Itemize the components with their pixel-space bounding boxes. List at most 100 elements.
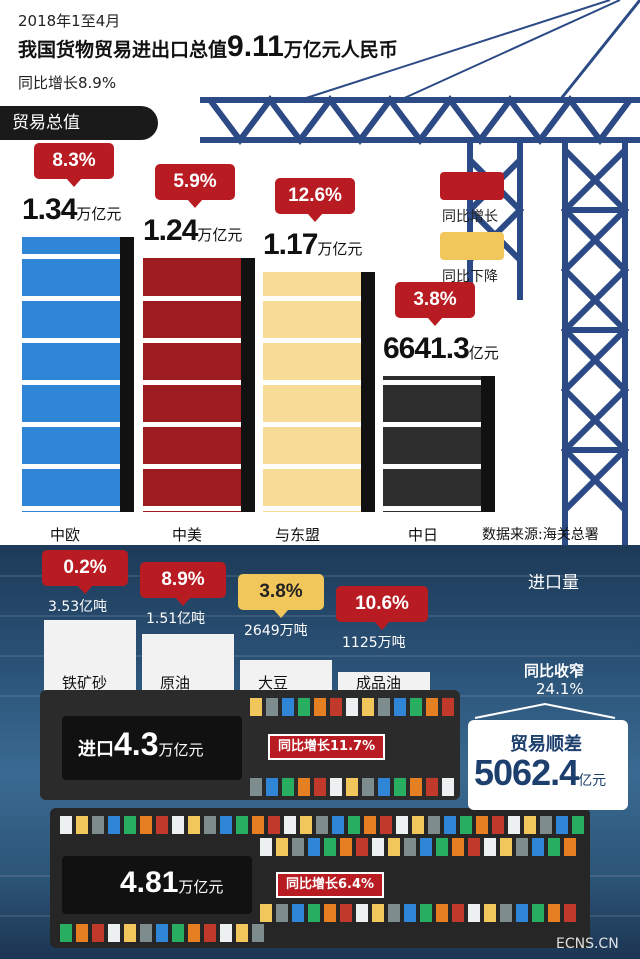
- container-block: [260, 838, 272, 856]
- import-pile: [142, 634, 234, 694]
- bar-rib: [263, 421, 361, 427]
- container-block: [332, 816, 344, 834]
- container-block: [346, 698, 358, 716]
- container-block: [236, 816, 248, 834]
- bar-value-label: 6641.3亿元: [383, 332, 499, 366]
- container-block: [60, 816, 72, 834]
- import-volume-value: 3.53亿吨: [48, 599, 108, 615]
- bar-rib: [263, 295, 361, 301]
- import-category-label: 铁矿砂: [62, 674, 108, 692]
- container-block: [316, 816, 328, 834]
- container-block: [412, 816, 424, 834]
- bar-value-number: 6641.3: [383, 331, 470, 365]
- container-block: [252, 816, 264, 834]
- import-category-label: 大豆: [258, 674, 289, 692]
- category-label: 中日: [408, 526, 439, 544]
- bar-value-unit: 万亿元: [197, 225, 243, 244]
- export-unit: 万亿元: [178, 878, 224, 896]
- watermark: ECNS.CN: [556, 936, 619, 952]
- legend-decrease-swatch: [440, 232, 504, 260]
- bar-shadow: [241, 257, 255, 512]
- bar-rib: [22, 296, 120, 301]
- export-value: 4.81万亿元: [120, 866, 223, 900]
- container-block: [556, 816, 568, 834]
- container-block: [330, 698, 342, 716]
- bar-shadow: [361, 271, 375, 512]
- container-block: [396, 816, 408, 834]
- container-block: [340, 838, 352, 856]
- legend-decrease-label: 同比下降: [442, 269, 498, 285]
- container-block: [452, 904, 464, 922]
- category-label: 中欧: [50, 526, 81, 544]
- container-block: [172, 924, 184, 942]
- container-block: [532, 904, 544, 922]
- import-pile: [44, 620, 136, 694]
- bar-value-label: 1.24万亿元: [143, 214, 242, 248]
- container-block: [468, 904, 480, 922]
- import-change-badge: 3.8%: [238, 574, 324, 618]
- import-value: 进口4.3万亿元: [78, 726, 204, 763]
- container-block: [260, 904, 272, 922]
- container-block: [410, 698, 422, 716]
- container-block: [426, 698, 438, 716]
- bar: [383, 375, 495, 512]
- container-block: [60, 924, 72, 942]
- container-block: [372, 904, 384, 922]
- container-block: [460, 816, 472, 834]
- bar-value-unit: 亿元: [468, 343, 499, 362]
- bar-rib: [263, 463, 361, 469]
- container-block: [548, 838, 560, 856]
- bar-value-number: 1.24: [143, 213, 198, 247]
- container-block: [108, 816, 120, 834]
- import-category-label: 原油: [160, 674, 191, 692]
- container-block: [476, 816, 488, 834]
- export-number: 4.81: [120, 866, 179, 899]
- container-block: [314, 698, 326, 716]
- bar-rib: [263, 337, 361, 343]
- container-block: [140, 924, 152, 942]
- container-block: [516, 904, 528, 922]
- bar-rib: [383, 379, 481, 385]
- container-block: [346, 778, 358, 796]
- import-volume-value: 1.51亿吨: [146, 611, 206, 627]
- container-block: [300, 816, 312, 834]
- bar-rib: [22, 506, 120, 511]
- bar-rib: [143, 505, 241, 511]
- container-block: [250, 698, 262, 716]
- container-block: [140, 816, 152, 834]
- section-label-trade-total: 贸易总值: [0, 106, 158, 140]
- bar-rib: [143, 463, 241, 469]
- export-growth-tag: 同比增长6.4%: [276, 872, 385, 898]
- container-block: [92, 924, 104, 942]
- container-block: [532, 838, 544, 856]
- bar-rib: [263, 505, 361, 511]
- import-unit: 万亿元: [158, 741, 204, 759]
- import-value-box: [62, 716, 242, 780]
- bar-rib: [22, 338, 120, 343]
- import-volume-value: 1125万吨: [342, 635, 406, 651]
- container-block: [220, 816, 232, 834]
- import-category-label: 成品油: [356, 674, 402, 692]
- container-block: [188, 816, 200, 834]
- legend-increase-label: 同比增长: [442, 209, 498, 225]
- container-block: [356, 838, 368, 856]
- surplus-arrow-icon: [474, 702, 616, 719]
- container-block: [236, 924, 248, 942]
- bar-rib: [383, 421, 481, 427]
- container-block: [276, 904, 288, 922]
- container-block: [204, 924, 216, 942]
- container-block: [500, 838, 512, 856]
- port-crane-illustration: [200, 0, 640, 545]
- bar-rib: [22, 422, 120, 427]
- container-block: [444, 816, 456, 834]
- container-block: [410, 778, 422, 796]
- container-block: [362, 778, 374, 796]
- container-block: [124, 816, 136, 834]
- container-block: [340, 904, 352, 922]
- container-block: [516, 838, 528, 856]
- page-title: 我国货物贸易进出口总值9.11万亿元人民币: [18, 30, 398, 64]
- container-block: [404, 838, 416, 856]
- bar: [22, 237, 134, 512]
- container-block: [156, 924, 168, 942]
- container-block: [76, 816, 88, 834]
